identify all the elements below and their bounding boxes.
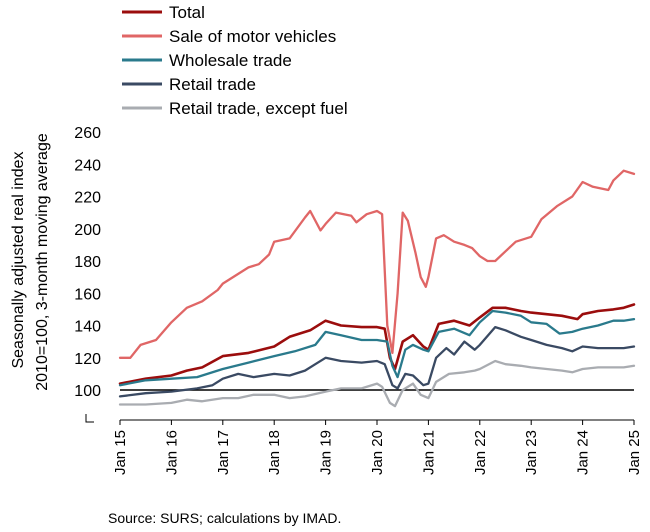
y-tick-label: 260 xyxy=(74,125,101,142)
series-line-1 xyxy=(118,169,636,359)
y-tick-label: 180 xyxy=(74,254,101,271)
legend: Total Sale of motor vehicles Wholesale tra… xyxy=(122,3,348,118)
x-tick-label: Jan 17 xyxy=(215,430,232,475)
x-tick-label: Jan 24 xyxy=(575,430,592,475)
y-axis-label-line1: Seasonally adjusted real index xyxy=(10,151,27,368)
y-axis: 100 120 140 160 180 200 220 240 260 xyxy=(74,125,101,423)
x-tick-label: Jan 15 xyxy=(112,430,129,475)
x-tick-label: Jan 21 xyxy=(420,430,437,475)
y-tick-label: 100 xyxy=(74,383,101,400)
y-tick-label: 220 xyxy=(74,190,101,207)
legend-label-0: Total xyxy=(169,3,205,22)
y-tick-label: 240 xyxy=(74,157,101,174)
series-group xyxy=(118,169,636,408)
x-tick-label: Jan 20 xyxy=(369,430,386,475)
x-axis: Jan 15 Jan 16 Jan 17 Jan 18 Jan 19 Jan 20 Jan … xyxy=(112,419,643,475)
y-tick-label: 160 xyxy=(74,286,101,303)
x-tick-label: Jan 19 xyxy=(318,430,335,475)
x-tick-label: Jan 25 xyxy=(626,430,643,475)
x-tick-label: Jan 23 xyxy=(523,430,540,475)
y-tick-label: 120 xyxy=(74,351,101,368)
series-line-4 xyxy=(118,359,636,408)
axis-break-mark xyxy=(85,414,94,423)
y-axis-label-line2: 2010=100, 3-month moving average xyxy=(34,133,51,391)
series-line-2 xyxy=(118,309,636,387)
legend-label-2: Wholesale trade xyxy=(169,51,292,70)
x-tick-label: Jan 16 xyxy=(163,430,180,475)
y-axis-label: Seasonally adjusted real index 2010=100, … xyxy=(10,133,51,391)
series-line-3 xyxy=(118,325,636,398)
x-tick-label: Jan 18 xyxy=(266,430,283,475)
y-tick-label: 140 xyxy=(74,319,101,336)
legend-label-3: Retail trade xyxy=(169,75,256,94)
legend-label-4: Retail trade, except fuel xyxy=(169,99,348,118)
legend-label-1: Sale of motor vehicles xyxy=(169,27,336,46)
source-note: Source: SURS; calculations by IMAD. xyxy=(108,510,342,526)
x-tick-label: Jan 22 xyxy=(472,430,489,475)
y-tick-label: 200 xyxy=(74,222,101,239)
series-line-0 xyxy=(118,303,636,385)
